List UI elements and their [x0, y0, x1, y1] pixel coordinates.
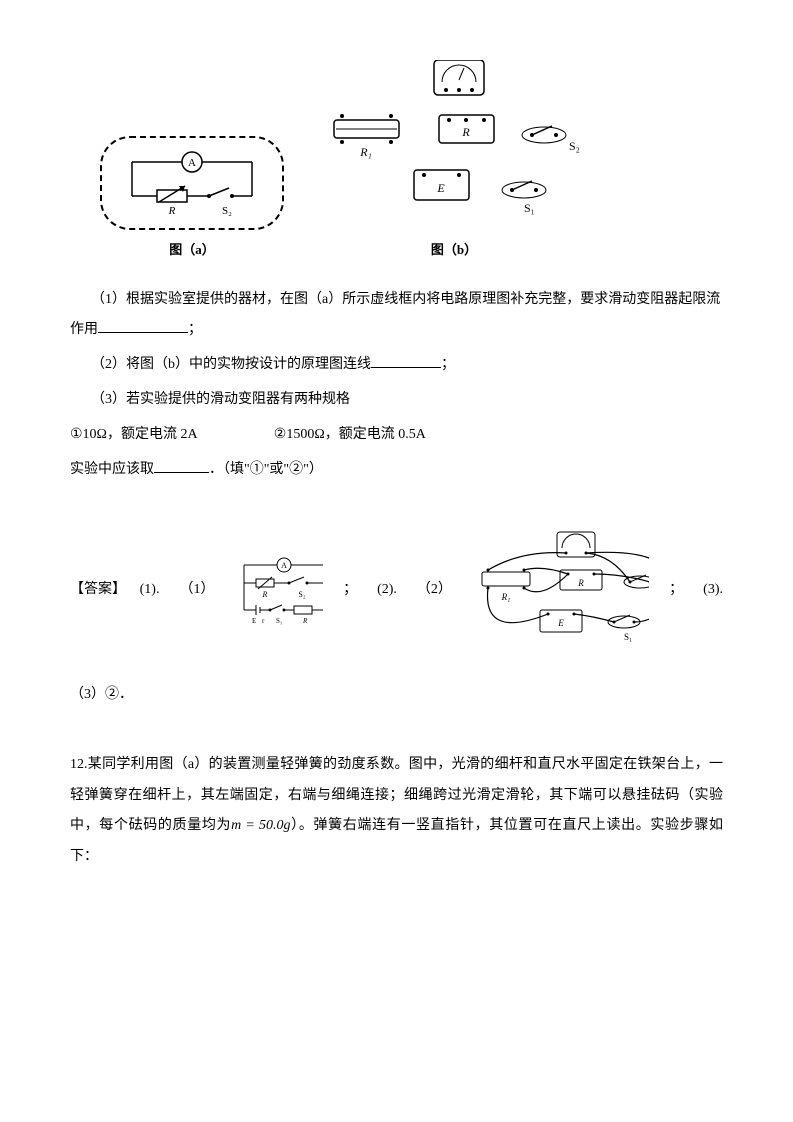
figure-a: A R S₂ 图（a） — [100, 136, 284, 265]
circuit-b-svg: R₁ R E S₂ S₁ — [324, 60, 584, 230]
question-1: （1）根据实验室提供的器材，在图（a）所示虚线框内将电路原理图补充完整，要求滑动… — [70, 285, 723, 347]
answer-3: （3）②． — [70, 680, 723, 711]
question-3b: 实验中应该取 ．（填"①"或"②"） — [70, 455, 723, 486]
blank-2 — [371, 353, 441, 368]
svg-text:S₁: S₁ — [624, 632, 632, 642]
svg-text:A: A — [282, 561, 288, 570]
svg-text:S₂: S₂ — [299, 590, 306, 599]
q3b-b: ．（填"①"或"②"） — [209, 462, 323, 477]
svg-text:E: E — [557, 618, 564, 628]
answer-row: 【答案】 (1). （1） A R S₂ E r S₁ R ； — [70, 530, 723, 650]
ans1-b: （1） — [179, 575, 214, 606]
q1-tail: ； — [188, 322, 202, 337]
q2-text: （2）将图（b）中的实物按设计的原理图连线 — [91, 357, 371, 372]
label-S2: S₂ — [222, 205, 232, 217]
semi-2: ； — [669, 575, 683, 606]
ans3-a: (3). — [703, 575, 723, 606]
svg-text:R: R — [302, 617, 308, 625]
svg-text:E: E — [436, 181, 445, 195]
svg-text:E: E — [252, 617, 256, 625]
answer2-svg: R₁ R E S₂ S₁ — [472, 530, 649, 650]
figure-a-box: A R S₂ — [100, 136, 284, 230]
svg-text:A: A — [188, 157, 196, 169]
figure-b: R₁ R E S₂ S₁ 图（b） — [324, 60, 584, 265]
ans2-b: （2） — [417, 575, 452, 606]
svg-text:R: R — [262, 590, 268, 599]
svg-text:S₁: S₁ — [276, 617, 282, 625]
question-2: （2）将图（b）中的实物按设计的原理图连线 ； — [70, 350, 723, 381]
figure-a-caption: 图（a） — [100, 236, 284, 265]
svg-text:R: R — [461, 125, 470, 139]
answer-label: 【答案】 — [70, 575, 120, 606]
blank-3 — [154, 458, 209, 473]
option-1: ①10Ω，额定电流 2A — [70, 427, 197, 442]
svg-text:R₁: R₁ — [359, 145, 372, 159]
svg-text:S₂: S₂ — [569, 139, 580, 153]
semi-1: ； — [343, 575, 357, 606]
svg-text:R: R — [577, 578, 584, 588]
question-12: 12.某同学利用图（a）的装置测量轻弹簧的劲度系数。图中，光滑的细杆和直尺水平固… — [70, 750, 723, 873]
q12-num: 12. — [70, 757, 88, 772]
q2-tail: ； — [441, 357, 455, 372]
ans1-a: (1). — [140, 575, 160, 606]
ans3-text: （3）②． — [70, 687, 133, 702]
q3b-a: 实验中应该取 — [70, 462, 154, 477]
q12-mass: m = 50.0g — [231, 818, 290, 833]
figure-b-caption: 图（b） — [324, 236, 584, 265]
ans2-a: (2). — [377, 575, 397, 606]
option-2: ②1500Ω，额定电流 0.5A — [274, 427, 426, 442]
question-3: （3）若实验提供的滑动变阻器有两种规格 — [70, 385, 723, 416]
q3-text: （3）若实验提供的滑动变阻器有两种规格 — [91, 392, 350, 407]
options-row: ①10Ω，额定电流 2A ②1500Ω，额定电流 0.5A — [70, 420, 723, 451]
top-figures: A R S₂ 图（a） — [100, 60, 723, 265]
circuit-a-svg: A R S₂ — [117, 148, 267, 218]
svg-text:S₁: S₁ — [524, 201, 535, 215]
answer1-svg: A R S₂ E r S₁ R — [234, 555, 323, 625]
svg-text:R₁: R₁ — [501, 592, 511, 602]
svg-text:r: r — [262, 617, 265, 625]
label-R: R — [168, 205, 176, 217]
blank-1 — [98, 318, 188, 333]
